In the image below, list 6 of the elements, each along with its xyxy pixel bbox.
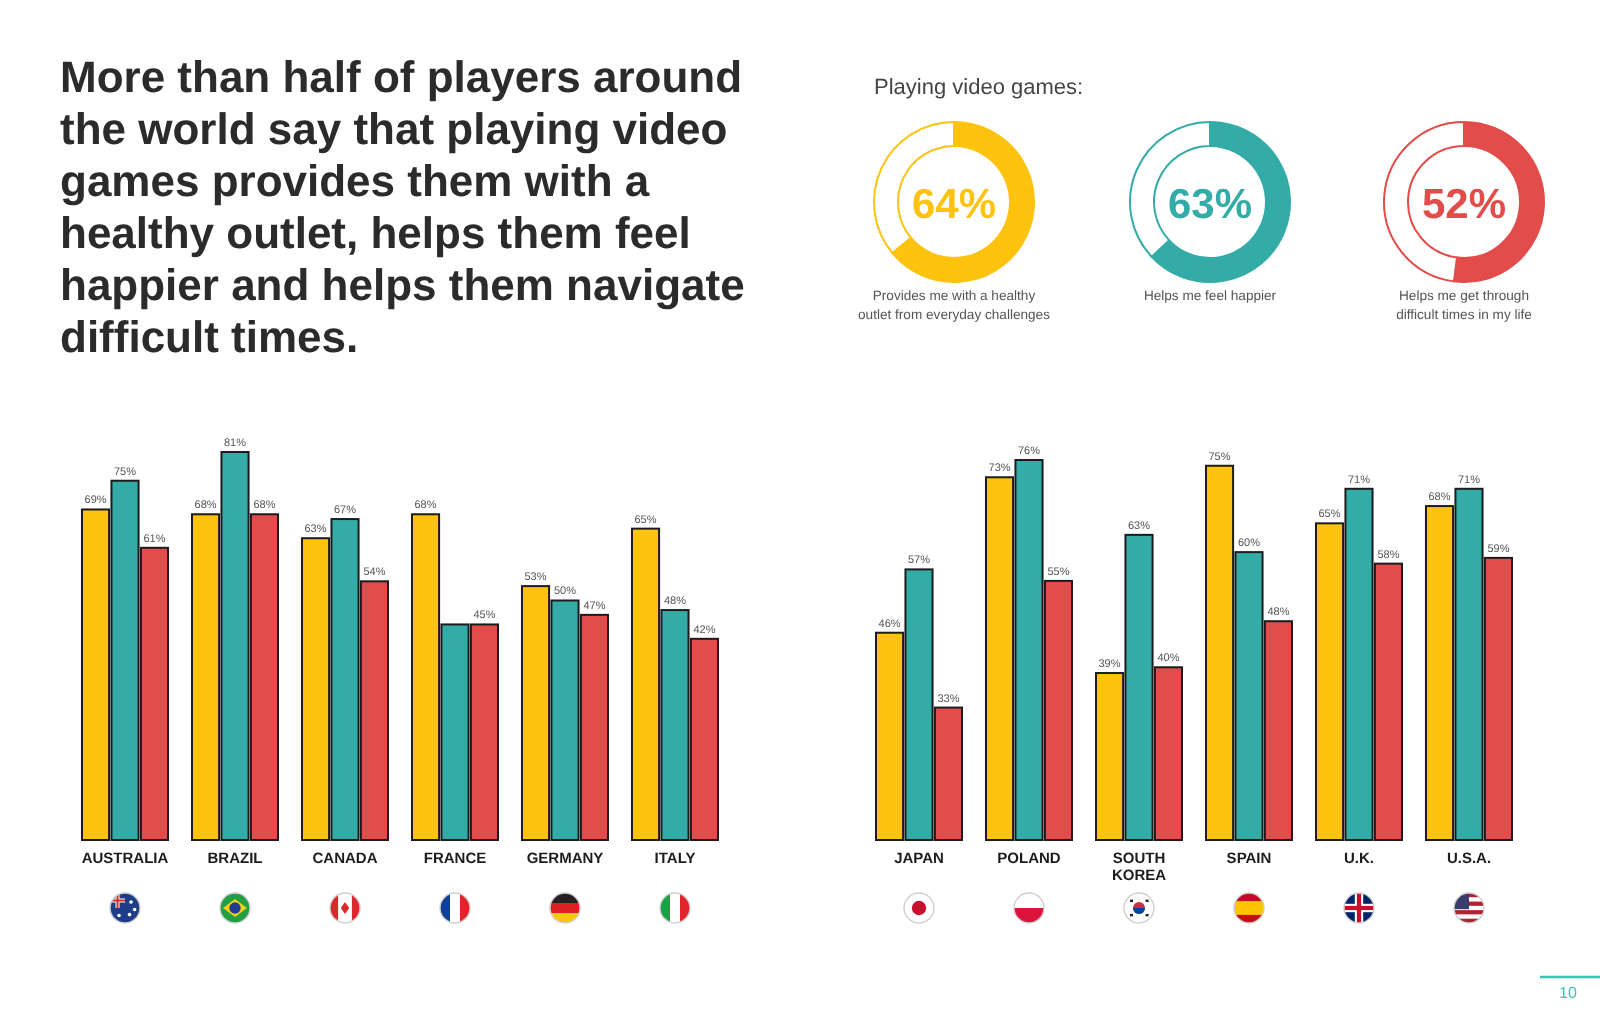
chart-title: More than half of players around the world say that playing video games provides them with a healthy outlet, helps them feel happier and helps them navigate difficult times. — [60, 52, 745, 362]
data-label: 63% — [1167, 182, 1253, 228]
text: 10 — [1559, 984, 1578, 1002]
chart-title: Playing video games: — [874, 76, 1084, 100]
data-label: 52% — [1421, 182, 1507, 228]
data-label: 64% — [911, 182, 997, 228]
